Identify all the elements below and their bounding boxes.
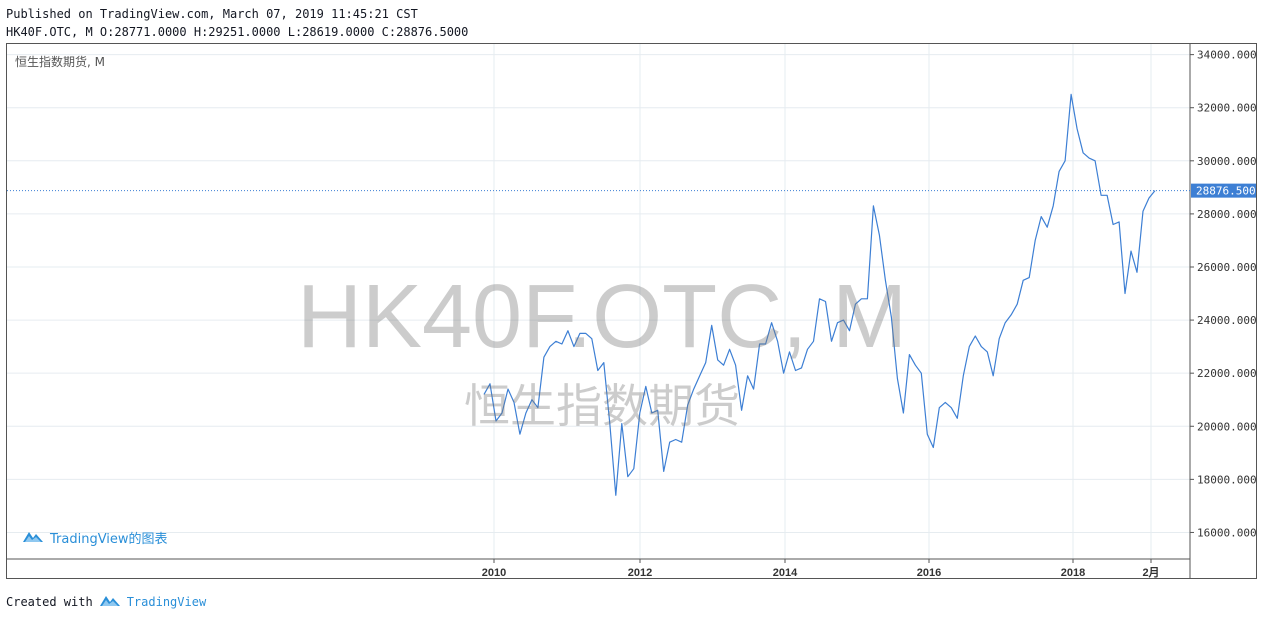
time-tick-label: 2018 xyxy=(1061,567,1085,578)
time-tick-label: 2月 xyxy=(1142,566,1159,578)
watermark-name: 恒生指数期货 xyxy=(464,379,740,433)
tradingview-chart-link[interactable]: TradingView的图表 xyxy=(22,528,168,547)
time-tick-label: 2014 xyxy=(773,567,798,578)
tradingview-cloud-icon xyxy=(22,529,44,547)
last-price-label: 28876.5000 xyxy=(1196,185,1256,198)
footer: Created with TradingView xyxy=(6,593,206,610)
last-price-badge xyxy=(1191,183,1256,198)
price-series-line xyxy=(483,93,1156,496)
price-tick-label: 20000.0000 xyxy=(1197,420,1256,433)
tradingview-logo-icon xyxy=(99,593,121,610)
time-tick-label: 2012 xyxy=(628,567,652,578)
price-tick-label: 22000.0000 xyxy=(1197,367,1256,380)
watermark-ticker: HK40F.OTC, M xyxy=(296,267,908,367)
chart-frame[interactable]: 16000.0000 18000.0000 20000.0000 22000.0000… xyxy=(6,43,1257,579)
price-tick-label: 18000.0000 xyxy=(1197,473,1256,486)
price-tick-label: 28000.0000 xyxy=(1197,208,1256,221)
symbol-label: 恒生指数期货, M xyxy=(15,55,105,69)
price-chart[interactable]: 16000.0000 18000.0000 20000.0000 22000.0000… xyxy=(7,44,1256,578)
price-tick-label: 24000.0000 xyxy=(1197,314,1256,327)
price-tick-label: 30000.0000 xyxy=(1197,155,1256,168)
published-text: Published on TradingView.com, March 07, … xyxy=(6,7,418,21)
price-tick-label: 16000.0000 xyxy=(1197,526,1256,539)
price-tick-label: 34000.0000 xyxy=(1197,49,1256,62)
time-tick-label: 2016 xyxy=(917,567,941,578)
price-tick-label: 26000.0000 xyxy=(1197,261,1256,274)
footer-prefix: Created with xyxy=(6,594,93,609)
ohlc-text: HK40F.OTC, M O:28771.0000 H:29251.0000 L… xyxy=(6,25,469,39)
tradingview-link-label: TradingView的图表 xyxy=(50,532,168,547)
time-tick-label: 2010 xyxy=(482,567,506,578)
footer-brand-link[interactable]: TradingView xyxy=(126,594,207,609)
price-tick-label: 32000.0000 xyxy=(1197,102,1256,115)
